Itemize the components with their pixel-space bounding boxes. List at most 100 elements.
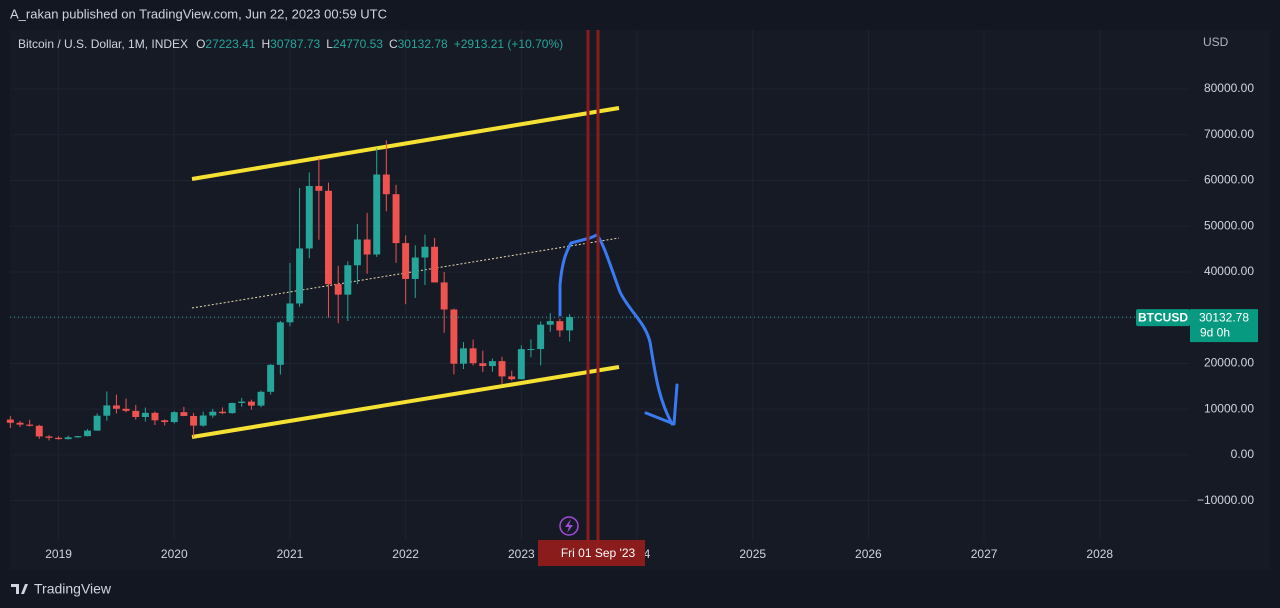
candle-body <box>93 415 101 431</box>
channel-bottom <box>191 365 620 439</box>
channel-top <box>191 106 620 181</box>
candle-body <box>6 419 14 423</box>
candle-body <box>170 412 178 423</box>
y-tick-label: 60000.00 <box>1204 173 1254 187</box>
ohlc-value: 30132.78 <box>398 37 448 51</box>
x-tick-label: 2027 <box>971 547 998 561</box>
y-tick-label: 40000.00 <box>1204 264 1254 278</box>
candle-body <box>296 248 304 304</box>
ohlc-label: H <box>261 37 270 51</box>
candle-body <box>508 376 516 380</box>
candle-body <box>344 265 352 295</box>
candle-body <box>546 321 554 325</box>
ohlc-value: 30787.73 <box>270 37 320 51</box>
y-tick-label: 0.00 <box>1231 447 1255 461</box>
event-icon-bolt <box>565 519 573 533</box>
candle-body <box>103 405 111 416</box>
candle-body <box>450 309 458 364</box>
candle-body <box>161 420 169 423</box>
axis-unit: USD <box>1203 35 1229 49</box>
candle-body <box>276 322 284 365</box>
x-tick-label: 2028 <box>1086 547 1113 561</box>
y-tick-label: 20000.00 <box>1204 356 1254 370</box>
brand: TradingView <box>34 581 112 597</box>
legend: Bitcoin / U.S. Dollar, 1M, INDEX O27223.4… <box>18 37 563 51</box>
price-name: BTCUSD <box>1138 310 1188 324</box>
author-line: A_rakan published on TradingView.com, Ju… <box>10 6 387 21</box>
countdown: 9d 0h <box>1200 325 1230 339</box>
x-tick-label: 2020 <box>161 547 188 561</box>
x-tick-label: 2019 <box>45 547 72 561</box>
candle-body <box>16 422 24 425</box>
candle-body <box>180 412 188 416</box>
candle-body <box>382 174 390 195</box>
forecast-arrowhead <box>644 383 679 426</box>
candle-body <box>566 317 574 331</box>
footer <box>0 571 1280 608</box>
candle-body <box>190 415 198 426</box>
candle-body <box>209 411 217 416</box>
candle-body <box>238 401 246 404</box>
candle-body <box>469 348 477 364</box>
candle-body <box>527 349 535 351</box>
candle-body <box>141 412 149 418</box>
candle-body <box>334 284 342 295</box>
x-tick-label: 2025 <box>739 547 766 561</box>
candle-body <box>199 415 207 426</box>
symbol-title: Bitcoin / U.S. Dollar, 1M, INDEX <box>18 37 188 51</box>
candle-body <box>411 257 419 279</box>
change: +2913.21 (+10.70%) <box>454 37 563 51</box>
ohlc-label: C <box>389 37 398 51</box>
grid: 2019202020212022202320242025202620272028 <box>10 30 1190 561</box>
event-icon[interactable] <box>559 516 579 536</box>
crosshair-label: Fri 01 Sep '23 <box>561 546 636 560</box>
candle-body <box>305 185 313 249</box>
candle-body <box>392 194 400 244</box>
ohlc-label: L <box>326 37 333 51</box>
candle-body <box>55 437 63 440</box>
candle-body <box>84 430 91 437</box>
candle-body <box>373 174 381 255</box>
candle-body <box>122 408 130 411</box>
ohlc-label: O <box>196 37 205 51</box>
x-tick-label: 2026 <box>855 547 882 561</box>
candle-body <box>431 246 439 283</box>
x-tick-label: 2023 <box>508 547 535 561</box>
candle-body <box>479 363 487 367</box>
candle-body <box>353 239 361 266</box>
brand-logo <box>11 584 28 594</box>
candle-body <box>440 282 448 310</box>
candle-body <box>488 361 496 367</box>
candle-body <box>363 239 371 255</box>
candle-body <box>35 425 43 437</box>
candle-body <box>402 243 410 279</box>
candle-body <box>257 391 265 406</box>
candle-body <box>460 348 467 364</box>
y-tick-label: −10000.00 <box>1197 493 1254 507</box>
y-tick-label: 80000.00 <box>1204 81 1254 95</box>
x-tick-label: 2021 <box>277 547 304 561</box>
crosshair-label-box <box>538 540 645 566</box>
candle-body <box>556 321 564 331</box>
candle-body <box>537 324 545 350</box>
y-tick-label: 70000.00 <box>1204 127 1254 141</box>
candle-body <box>219 411 226 414</box>
ohlc-value: 27223.41 <box>205 37 255 51</box>
candle-body <box>517 349 525 380</box>
candle-body <box>64 437 72 440</box>
candle-body <box>45 436 53 438</box>
candles <box>6 140 574 441</box>
plot-area <box>10 30 1270 570</box>
candle-body <box>151 412 159 421</box>
ohlc-value: 24770.53 <box>333 37 383 51</box>
candle-body <box>325 190 332 285</box>
candle-body <box>26 424 34 426</box>
x-tick-label: 2022 <box>392 547 419 561</box>
candle-body <box>247 401 255 406</box>
candle-body <box>421 246 429 258</box>
candle-body <box>74 436 82 438</box>
y-tick-label: 50000.00 <box>1204 218 1254 232</box>
candle-body <box>315 185 323 191</box>
